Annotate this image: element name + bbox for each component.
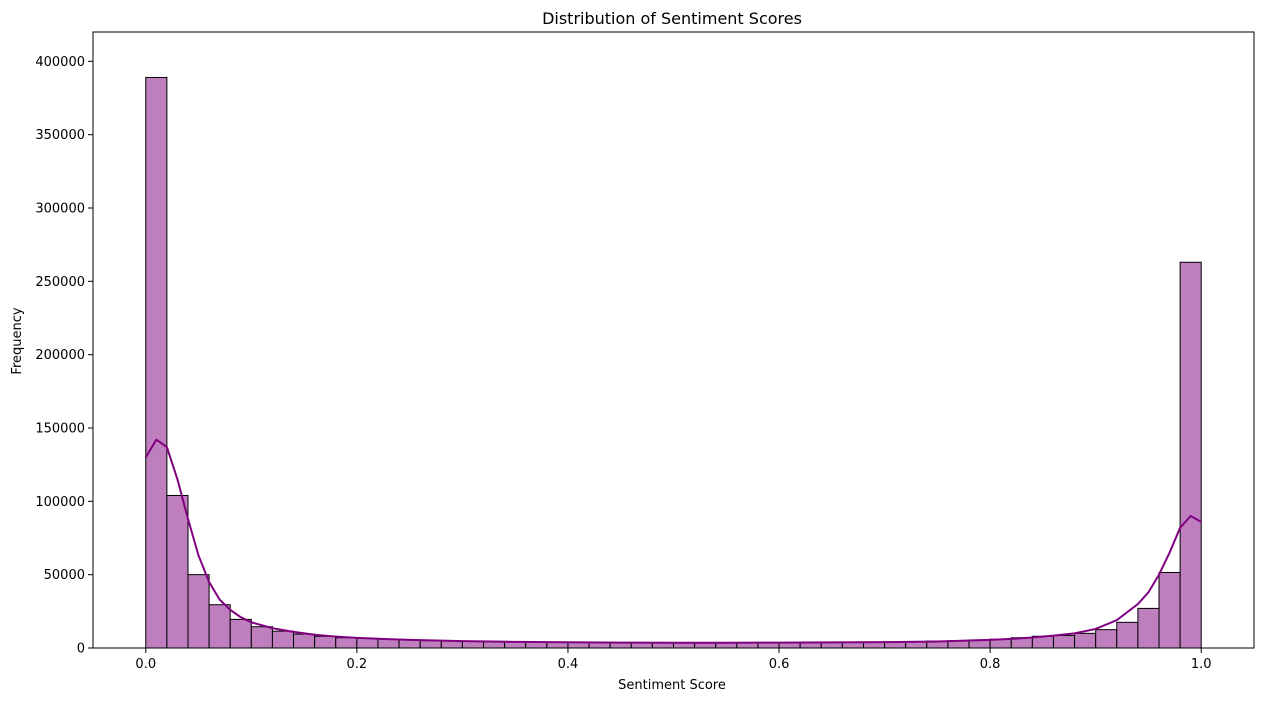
x-tick-label: 0.0	[135, 657, 156, 672]
histogram-bar	[335, 637, 358, 649]
histogram-bar	[1052, 635, 1076, 649]
x-axis-ticks: 0.0 0.2 0.4 0.6 0.8 1.0	[135, 648, 1212, 672]
y-tick-label: 400000	[35, 55, 85, 70]
x-tick-label: 0.2	[347, 657, 368, 672]
y-axis-ticks: 0 50000 100000 150000 200000 250000 300000 3500…	[35, 55, 93, 657]
y-tick-label: 200000	[35, 348, 85, 363]
y-tick-label: 350000	[35, 128, 85, 143]
histogram-bars	[145, 76, 1202, 649]
histogram-bar	[250, 626, 273, 649]
chart-title: Distribution of Sentiment Scores	[542, 9, 802, 28]
y-tick-label: 250000	[35, 275, 85, 290]
histogram-bar	[271, 630, 295, 649]
kde-curve	[144, 438, 1202, 644]
x-axis-label: Sentiment Score	[618, 678, 726, 693]
histogram-bar	[1137, 607, 1160, 649]
histogram-bar	[356, 637, 379, 649]
histogram-bar	[461, 640, 485, 649]
histogram-bar	[1158, 571, 1181, 649]
histogram-bar	[229, 618, 252, 649]
histogram-bar	[187, 574, 210, 649]
y-tick-label: 0	[77, 642, 85, 657]
x-tick-label: 0.6	[769, 657, 790, 672]
histogram-bar	[166, 494, 189, 649]
histogram-bar	[419, 640, 442, 649]
plot-area-frame	[92, 31, 1255, 649]
histogram-bar	[1179, 261, 1202, 649]
y-axis-label: Frequency	[10, 307, 25, 374]
histogram-bar	[398, 639, 421, 649]
histogram-bar	[1116, 621, 1139, 649]
x-tick-label: 1.0	[1191, 657, 1212, 672]
y-tick-label: 150000	[35, 422, 85, 437]
histogram-bar	[208, 604, 231, 649]
x-tick-label: 0.4	[558, 657, 579, 672]
y-tick-label: 100000	[35, 495, 85, 510]
histogram-bar	[145, 76, 168, 649]
x-tick-label: 0.8	[980, 657, 1001, 672]
y-tick-label: 300000	[35, 202, 85, 217]
histogram-bar	[314, 635, 337, 649]
histogram-bar	[293, 633, 316, 649]
histogram-bar	[1074, 632, 1097, 649]
histogram-bar	[377, 638, 400, 649]
y-tick-label: 50000	[44, 568, 85, 583]
histogram-bar	[1095, 629, 1118, 649]
